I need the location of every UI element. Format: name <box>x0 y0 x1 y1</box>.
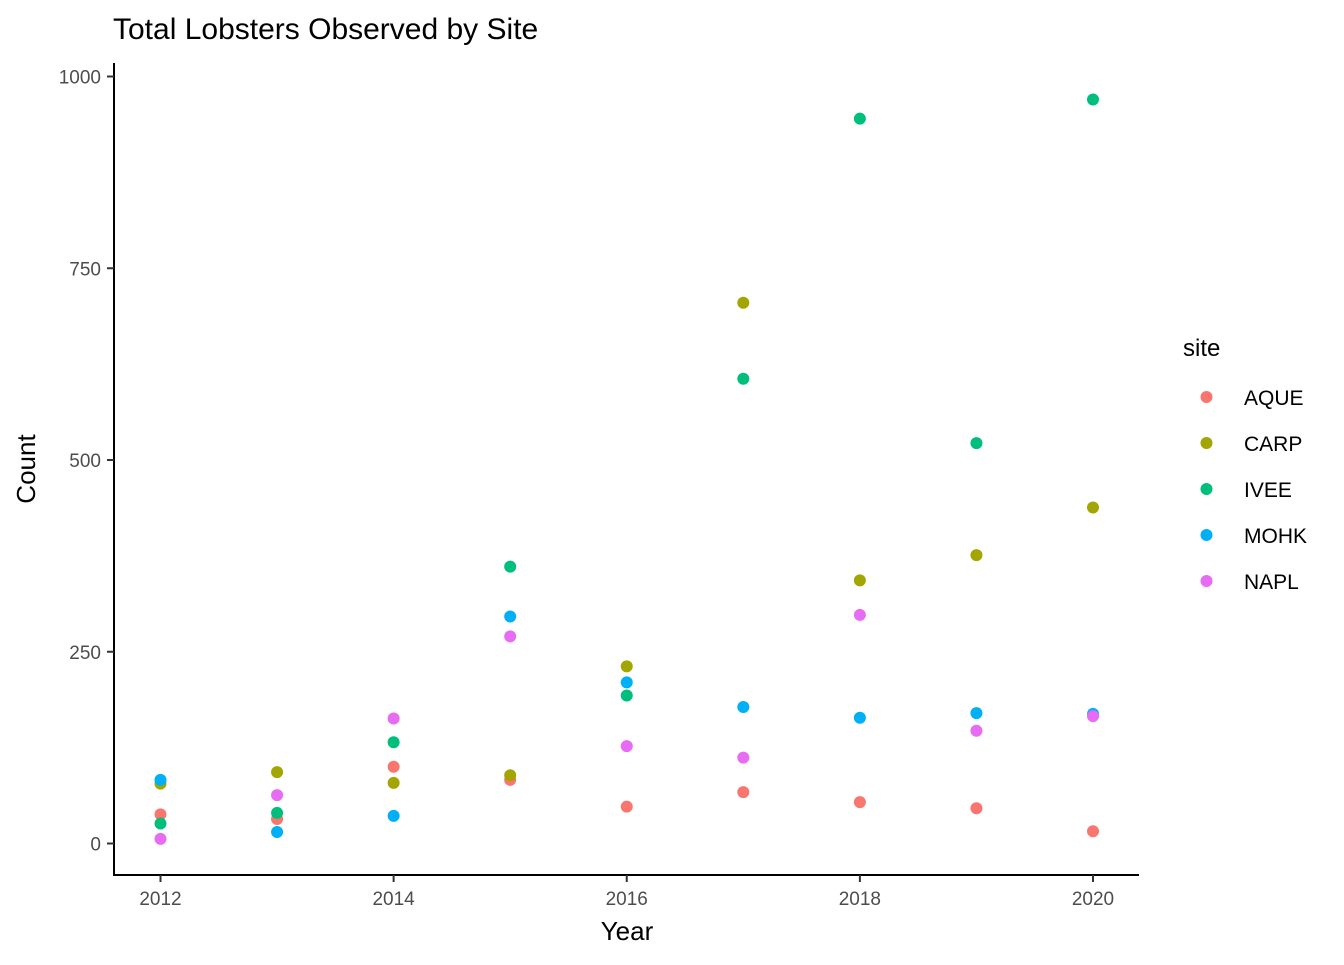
legend-key-ivee <box>1200 483 1213 495</box>
y-tick-label: 1000 <box>59 68 101 89</box>
data-point <box>970 549 983 562</box>
legend-key-napl <box>1200 575 1213 587</box>
data-point <box>387 736 400 749</box>
series-carp <box>154 296 1099 790</box>
y-axis-ticks: 0 250 500 750 1000 <box>59 68 114 856</box>
data-point <box>620 676 633 689</box>
data-point <box>853 608 866 621</box>
legend-items: AQUE CARP IVEE MOHK NAPL <box>1200 387 1307 594</box>
data-point <box>271 789 284 802</box>
data-point <box>504 610 517 623</box>
data-point <box>1087 501 1099 514</box>
data-point <box>737 296 750 309</box>
data-point <box>620 660 633 673</box>
data-point <box>737 786 750 799</box>
legend-title: site <box>1183 335 1220 362</box>
data-point <box>154 773 167 786</box>
x-tick-label: 2012 <box>139 889 181 910</box>
data-point <box>271 806 284 819</box>
legend-label-mohk: MOHK <box>1244 525 1307 548</box>
legend-label-carp: CARP <box>1244 433 1302 456</box>
data-point <box>970 724 983 737</box>
data-point <box>154 808 167 821</box>
data-point <box>620 800 633 813</box>
x-tick-label: 2020 <box>1072 889 1114 910</box>
data-point <box>387 712 400 725</box>
data-point <box>154 817 167 830</box>
data-point <box>1087 710 1099 723</box>
data-point <box>271 825 284 838</box>
data-point <box>504 630 517 643</box>
data-point <box>737 700 750 713</box>
y-axis-title: Count <box>11 434 41 504</box>
x-tick-label: 2018 <box>839 889 881 910</box>
legend-label-ivee: IVEE <box>1244 479 1292 502</box>
legend-label-aque: AQUE <box>1244 387 1304 410</box>
y-tick-label: 750 <box>69 259 101 280</box>
data-point <box>387 760 400 773</box>
data-point <box>387 809 400 822</box>
y-tick-label: 500 <box>69 451 101 472</box>
legend-key-carp <box>1200 437 1213 449</box>
data-point <box>620 740 633 753</box>
plot-area <box>154 93 1099 845</box>
x-tick-label: 2014 <box>372 889 415 910</box>
data-point <box>620 689 633 702</box>
data-point <box>504 560 517 573</box>
data-point <box>154 832 167 845</box>
series-napl <box>154 608 1099 845</box>
data-point <box>1087 825 1099 838</box>
series-mohk <box>154 610 1099 838</box>
y-tick-label: 0 <box>90 835 101 856</box>
y-tick-label: 250 <box>69 643 101 664</box>
data-point <box>970 802 983 815</box>
data-point <box>504 769 517 782</box>
x-tick-label: 2016 <box>606 889 648 910</box>
data-point <box>387 776 400 789</box>
series-ivee <box>154 93 1099 830</box>
data-point <box>737 372 750 385</box>
chart-title: Total Lobsters Observed by Site <box>113 13 538 46</box>
data-point <box>970 707 983 720</box>
data-point <box>1087 93 1099 106</box>
x-axis-ticks: 2012 2014 2016 2018 2020 <box>139 875 1114 910</box>
legend-label-napl: NAPL <box>1244 571 1299 594</box>
data-point <box>970 437 983 450</box>
data-point <box>271 766 284 779</box>
legend: site AQUE CARP IVEE MOHK NAPL <box>1183 335 1307 594</box>
x-axis-title: Year <box>601 916 654 946</box>
data-point <box>853 574 866 587</box>
data-point <box>737 751 750 764</box>
legend-key-aque <box>1200 391 1213 403</box>
series-aque <box>154 760 1099 838</box>
data-point <box>853 112 866 125</box>
legend-key-mohk <box>1200 529 1213 541</box>
data-point <box>853 796 866 809</box>
data-point <box>853 711 866 724</box>
